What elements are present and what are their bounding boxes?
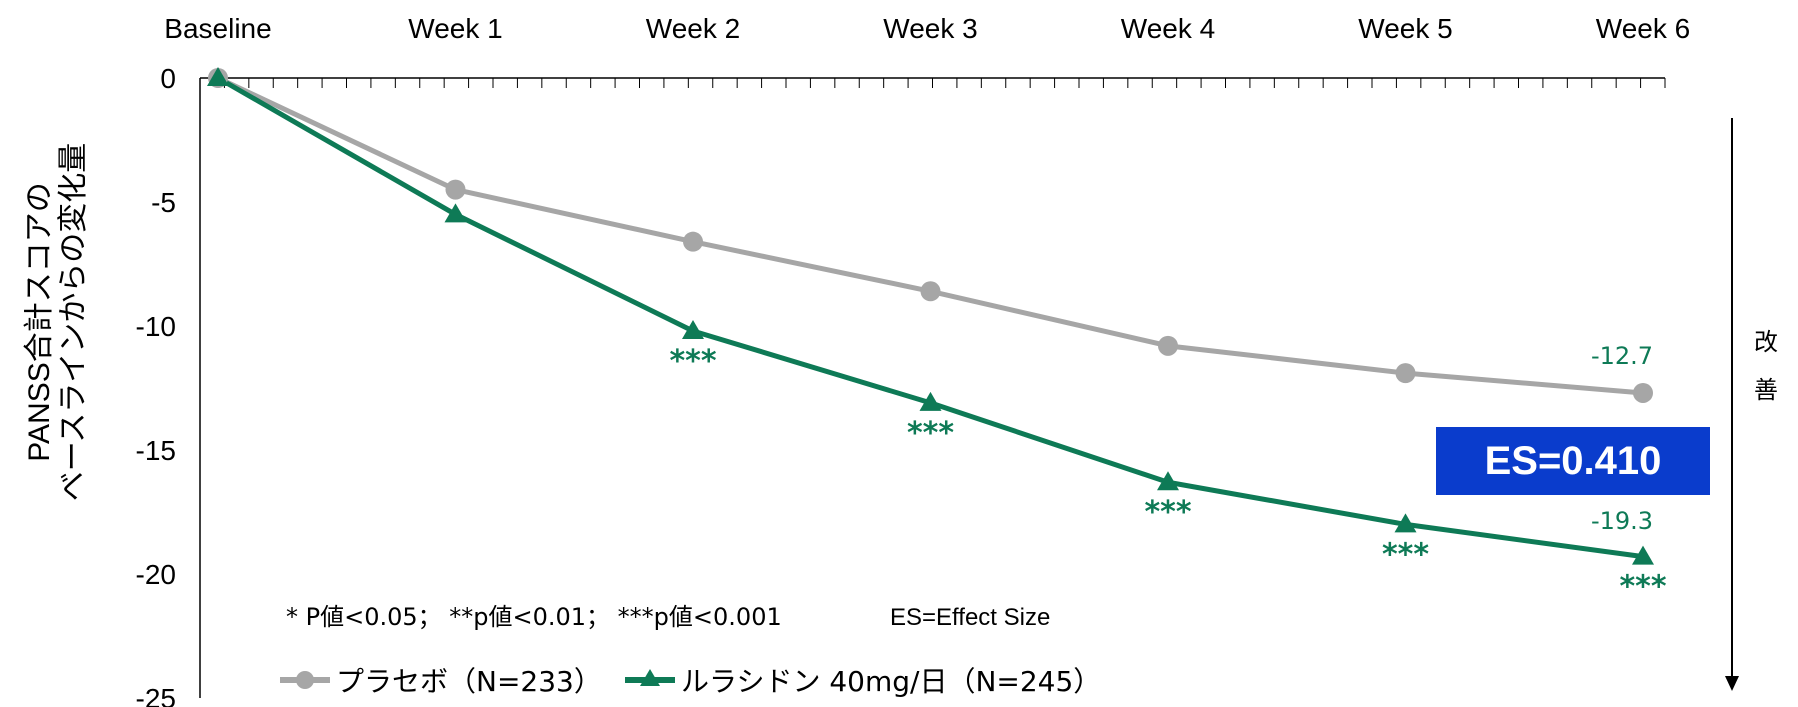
data-point-drug: [1632, 545, 1654, 565]
significance-marker: ***: [1144, 495, 1191, 530]
series-layer: *** *** *** *** ***: [207, 67, 1667, 605]
series-line-drug: [216, 75, 1644, 560]
legend-drug-marker: [640, 669, 660, 686]
data-point-drug: [919, 391, 942, 411]
data-point-placebo: [445, 179, 466, 200]
data-point-placebo: [1395, 363, 1416, 384]
data-point-drug: [444, 203, 467, 223]
improvement-label: 改善: [1754, 328, 1778, 404]
data-point-drug: [682, 319, 704, 339]
x-tick-label: Week 2: [646, 13, 740, 44]
data-label-drug: -19.3: [1591, 507, 1653, 535]
y-tick-label: -10: [136, 311, 176, 342]
significance-marker: ***: [669, 344, 716, 379]
data-point-placebo: [920, 281, 941, 302]
legend-placebo-marker: [296, 671, 314, 689]
series-line-placebo: [216, 75, 1644, 396]
significance-marker: ***: [907, 416, 954, 451]
y-tick-label: -20: [136, 559, 176, 590]
significance-marker: ***: [1382, 537, 1429, 572]
y-axis-label-line-2: ベースラインからの変化量: [57, 142, 90, 502]
improvement-arrow: [1725, 118, 1739, 691]
y-tick-label: -15: [136, 435, 176, 466]
effect-size-text: ES=0.410: [1485, 439, 1662, 483]
effect-size-note: ES=Effect Size: [890, 604, 1050, 631]
legend: プラセボ（N=233） ルラシドン 40mg/日（N=245）: [280, 665, 1101, 698]
y-axis-label-line-1: PANSS合計スコアの: [23, 182, 56, 462]
x-tick-label: Baseline: [164, 13, 271, 44]
data-point-drug: [1394, 513, 1417, 533]
x-axis-ticks: [199, 78, 1666, 88]
data-label-placebo: -12.7: [1591, 342, 1653, 370]
y-axis-label: PANSS合計スコアの ベースラインからの変化量: [14, 0, 100, 707]
legend-placebo-label: プラセボ（N=233）: [336, 665, 602, 698]
y-tick-label: -25: [136, 683, 176, 707]
data-point-placebo: [1158, 335, 1178, 356]
x-tick-label: Week 5: [1358, 13, 1452, 44]
y-tick-labels: 0 -5 -10 -15 -20 -25: [136, 63, 176, 707]
data-point-placebo: [1633, 382, 1653, 403]
data-point-placebo: [683, 231, 703, 252]
x-tick-label: Week 4: [1121, 13, 1215, 44]
significance-marker: ***: [1619, 570, 1666, 605]
legend-drug-label: ルラシドン 40mg/日（N=245）: [681, 665, 1101, 698]
x-tick-label: Week 1: [408, 13, 502, 44]
x-tick-labels: Baseline Week 1 Week 2 Week 3 Week 4 Week 5 We…: [164, 13, 1690, 44]
x-tick-label: Week 3: [883, 13, 977, 44]
significance-footnote: * P値<0.05； **p値<0.01； ***p値<0.001: [286, 603, 782, 631]
data-point-drug: [1157, 471, 1179, 491]
effect-size-box: [1436, 427, 1710, 495]
y-tick-label: 0: [160, 63, 176, 94]
data-point-drug: [207, 67, 229, 86]
x-tick-label: Week 6: [1596, 13, 1690, 44]
y-tick-label: -5: [151, 187, 176, 218]
